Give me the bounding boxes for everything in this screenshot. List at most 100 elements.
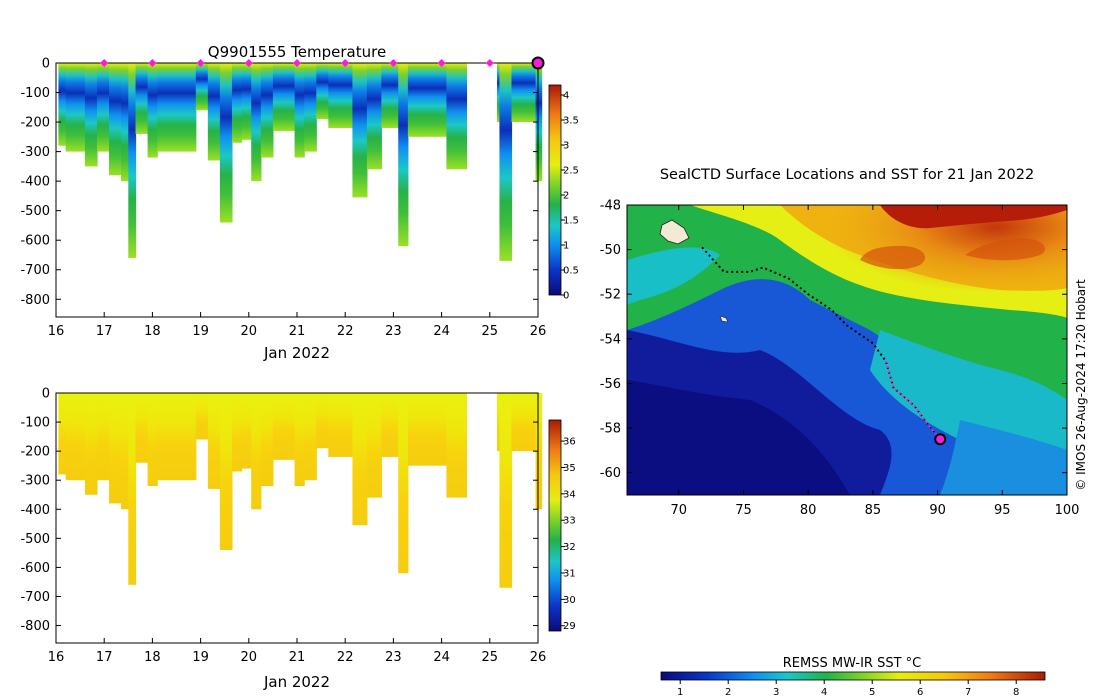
profile-column: [260, 393, 274, 487]
y-tick-label: 0: [42, 387, 50, 402]
colorbar-tick-label: 4: [563, 91, 569, 102]
profile-column: [340, 63, 354, 128]
x-tick-label: 18: [144, 324, 161, 339]
x-tick-label: 24: [433, 650, 450, 665]
profile-column: [219, 63, 233, 223]
profile-column: [328, 393, 341, 457]
profile-column: [497, 63, 502, 123]
y-tick-label: -54: [600, 332, 621, 347]
x-tick-label: 22: [337, 324, 354, 339]
seal-track: [701, 246, 941, 440]
x-tick-label: 95: [994, 503, 1011, 518]
profile-column: [272, 63, 286, 131]
day-marker: [148, 59, 157, 67]
y-tick-label: -400: [20, 503, 50, 518]
x-tick-label: 25: [482, 650, 499, 665]
salinity-profiles: [58, 393, 543, 588]
profile-column: [398, 63, 409, 247]
x-tick-label: 21: [289, 650, 306, 665]
y-tick-label: -60: [600, 466, 621, 481]
profile-column: [65, 393, 79, 481]
profile-column: [231, 63, 243, 143]
profile-column: [511, 393, 525, 452]
x-tick-label: 16: [48, 650, 65, 665]
profile-column: [422, 393, 433, 466]
profile-column: [241, 63, 252, 140]
profile-column: [121, 63, 129, 182]
profile-column: [219, 393, 233, 550]
profile-column: [157, 393, 173, 481]
profile-column: [65, 63, 79, 152]
credit-text: © IMOS 26-Aug-2024 17:20 Hobart: [1074, 279, 1088, 491]
profile-column: [109, 63, 122, 176]
profile-column: [366, 393, 382, 498]
y-tick-label: -500: [20, 532, 50, 547]
profile-column: [304, 393, 317, 481]
x-tick-label: 16: [48, 324, 65, 339]
profile-column: [58, 63, 67, 146]
colorbar-tick-label: 6: [917, 687, 923, 698]
x-tick-label: 19: [192, 324, 209, 339]
profile-column: [84, 393, 98, 495]
profile-column: [241, 393, 252, 469]
profile-column: [352, 63, 368, 198]
x-tick-label: 19: [192, 650, 209, 665]
profile-column: [171, 393, 185, 481]
day-marker: [341, 59, 350, 67]
colorbar-tick-label: 1: [677, 687, 683, 698]
profile-column: [499, 63, 513, 261]
profile-column: [260, 63, 274, 158]
colorbar-tick-label: 35: [563, 463, 576, 474]
colorbar-tick-label: 1: [563, 241, 569, 252]
y-tick-label: -400: [20, 175, 50, 190]
temperature-colorbar-ticks: 0 0.5 1 1.5 2 2.5 3 3.5 4: [561, 91, 579, 302]
profile-column: [147, 63, 158, 158]
profile-column: [84, 63, 98, 167]
profile-column: [121, 393, 129, 510]
profile-column: [96, 393, 110, 481]
colorbar-tick-label: 2: [725, 687, 731, 698]
y-tick-label: -300: [20, 145, 50, 160]
y-tick-label: -200: [20, 445, 50, 460]
current-location-marker: [934, 433, 947, 446]
profile-column: [407, 63, 423, 137]
y-tick-label: -800: [20, 293, 50, 308]
colorbar-tick-label: 30: [563, 595, 576, 606]
y-tick-label: -700: [20, 263, 50, 278]
temperature-panel: Q9901555 Temperature 0 -100 -200 -300 -400 -5…: [20, 43, 578, 362]
y-tick-label: -52: [600, 288, 621, 303]
profile-column: [316, 393, 329, 449]
profile-column: [284, 63, 296, 131]
colorbar-tick-label: 8: [1013, 687, 1019, 698]
temperature-colorbar: [548, 84, 562, 296]
x-tick-label: 90: [929, 503, 946, 518]
profile-column: [96, 63, 110, 152]
profile-column: [58, 393, 67, 475]
temperature-x-axis: 16 17 18 19 20 21 22 23 24 25 26: [48, 312, 546, 339]
profile-column: [272, 393, 286, 460]
y-tick-label: -600: [20, 234, 50, 249]
colorbar-tick-label: 0.5: [563, 266, 579, 277]
profile-column: [381, 393, 399, 457]
y-tick-label: -800: [20, 619, 50, 634]
sst-map-panel: SealCTD Surface Locations and SST for 21…: [600, 167, 1088, 698]
y-tick-label: -100: [20, 416, 50, 431]
colorbar-tick-label: 29: [563, 621, 576, 632]
profile-column: [135, 393, 149, 463]
profile-column: [340, 393, 354, 457]
day-marker: [100, 59, 109, 67]
x-tick-label: 21: [289, 324, 306, 339]
profile-column: [128, 63, 137, 258]
y-tick-label: -100: [20, 86, 50, 101]
x-tick-label: 26: [530, 650, 547, 665]
y-tick-label: -56: [600, 377, 621, 392]
profile-column: [128, 393, 137, 585]
y-tick-label: -58: [600, 422, 621, 437]
x-tick-label: 18: [144, 650, 161, 665]
colorbar-tick-label: 33: [563, 516, 576, 527]
x-tick-label: 17: [96, 324, 113, 339]
sst-colorbar-ticks: 1 2 3 4 5 6 7 8: [677, 680, 1019, 698]
y-tick-label: -50: [600, 243, 621, 258]
colorbar-tick-label: 2.5: [563, 166, 579, 177]
